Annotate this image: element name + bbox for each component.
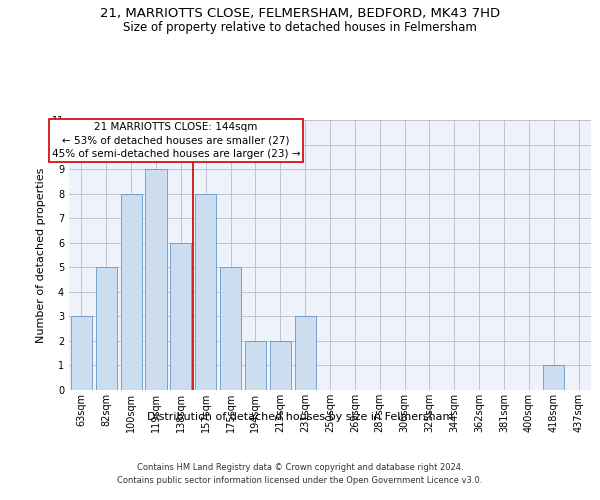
Y-axis label: Number of detached properties: Number of detached properties [37, 168, 46, 342]
Text: Contains public sector information licensed under the Open Government Licence v3: Contains public sector information licen… [118, 476, 482, 485]
Text: Distribution of detached houses by size in Felmersham: Distribution of detached houses by size … [147, 412, 453, 422]
Bar [96, 268, 117, 390]
Bar [543, 366, 564, 390]
Bar [245, 341, 266, 390]
Bar [295, 316, 316, 390]
Bar [71, 316, 92, 390]
Text: Contains HM Land Registry data © Crown copyright and database right 2024.: Contains HM Land Registry data © Crown c… [137, 462, 463, 471]
Bar [145, 169, 167, 390]
Text: 21 MARRIOTTS CLOSE: 144sqm
← 53% of detached houses are smaller (27)
45% of semi: 21 MARRIOTTS CLOSE: 144sqm ← 53% of deta… [52, 122, 300, 159]
Bar [170, 242, 191, 390]
Bar [270, 341, 291, 390]
Bar [220, 268, 241, 390]
Bar [195, 194, 216, 390]
Text: Size of property relative to detached houses in Felmersham: Size of property relative to detached ho… [123, 21, 477, 34]
Text: 21, MARRIOTTS CLOSE, FELMERSHAM, BEDFORD, MK43 7HD: 21, MARRIOTTS CLOSE, FELMERSHAM, BEDFORD… [100, 8, 500, 20]
Bar [121, 194, 142, 390]
